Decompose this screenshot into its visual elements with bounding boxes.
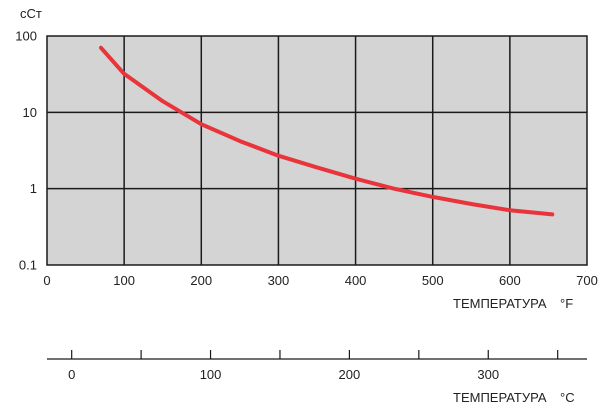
- x-axis-ticks-c: 0 100 200 300: [68, 350, 559, 382]
- x-tick-label: 100: [113, 273, 135, 288]
- viscosity-curve: [99, 45, 555, 217]
- plot-area: [46, 35, 588, 266]
- x-tick-label: 600: [499, 273, 521, 288]
- grid-lines: [47, 36, 587, 265]
- c-tick-label: 200: [339, 367, 361, 382]
- x-axis-unit-f: °F: [560, 296, 573, 311]
- x-tick-label: 300: [268, 273, 290, 288]
- c-tick-label: 0: [68, 367, 75, 382]
- x-tick-label: 700: [576, 273, 598, 288]
- y-tick-label: 1: [30, 181, 37, 196]
- y-tick-label: 0.1: [19, 258, 37, 273]
- x-tick-label: 0: [43, 273, 50, 288]
- x-axis-ticks-f: 0 100 200 300 400 500 600 700: [43, 273, 597, 288]
- c-tick-label: 300: [477, 367, 499, 382]
- x-tick-label: 400: [345, 273, 367, 288]
- x-axis-label-f: ТЕМПЕРАТУРА: [453, 296, 547, 311]
- x-tick-label: 500: [422, 273, 444, 288]
- y-unit-label: сСт: [20, 6, 42, 21]
- y-tick-label: 10: [23, 105, 37, 120]
- c-tick-label: 100: [200, 367, 222, 382]
- y-axis-ticks: 100 10 1 0.1: [15, 29, 37, 273]
- x-axis-unit-c: °C: [560, 390, 575, 405]
- y-tick-label: 100: [15, 29, 37, 44]
- x-tick-label: 200: [190, 273, 212, 288]
- x-axis-label-c: ТЕМПЕРАТУРА: [453, 390, 547, 405]
